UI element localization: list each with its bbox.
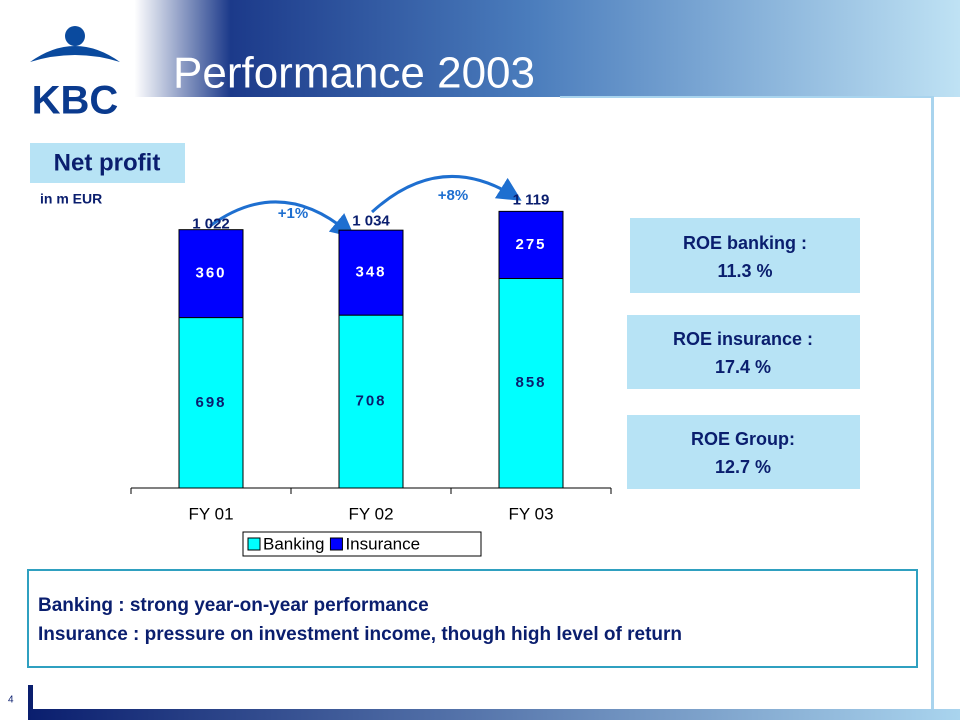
growth-arrow — [370, 175, 522, 214]
highlight: Banking : strong year-on-year performanc… — [38, 595, 429, 616]
x-tick-label: FY 01 — [188, 504, 233, 523]
roe-value: 12.7 % — [715, 457, 771, 477]
logo-arc — [30, 46, 120, 62]
total-label: 1 022 — [192, 215, 230, 232]
data-label: 708 — [355, 393, 386, 410]
x-tick-label: FY 03 — [508, 504, 553, 523]
logo: KBC — [32, 79, 119, 123]
bar-segment — [498, 278, 564, 489]
roe-label: ROE banking : — [683, 233, 807, 253]
roe-label: ROE Group: — [691, 429, 795, 449]
unit-label: in m EUR — [40, 191, 102, 207]
highlights-box — [27, 569, 918, 668]
top-rule — [560, 96, 934, 98]
bar-segment — [338, 314, 404, 489]
roe-label: ROE insurance : — [673, 329, 813, 349]
legend-label: Banking — [263, 534, 324, 553]
roe-box — [627, 415, 860, 489]
roe-box — [627, 315, 860, 389]
roe-box — [630, 218, 860, 293]
footer-bar — [28, 685, 33, 720]
right-rule — [931, 97, 934, 720]
roe-value: 11.3 % — [717, 261, 772, 281]
data-label: 348 — [355, 264, 386, 281]
panel-title-box — [30, 143, 185, 183]
legend-swatch — [247, 537, 261, 551]
total-label: 1 034 — [352, 213, 390, 230]
legend-label: Insurance — [345, 534, 420, 553]
logo-head — [65, 26, 85, 46]
bar-segment — [498, 210, 564, 280]
data-label: 858 — [515, 374, 546, 391]
panel-title: Net profit — [54, 149, 161, 176]
growth-arrow — [209, 200, 355, 238]
bar-segment — [178, 229, 244, 319]
bar-segment — [338, 229, 404, 316]
legend-box — [242, 531, 482, 557]
chart: 698 360 1 022 FY 01 708 348 1 034 FY 02 858 275 1 … — [130, 192, 612, 553]
total-label: 1 119 — [513, 192, 550, 209]
x-tick-label: FY 02 — [348, 504, 393, 523]
data-label: 275 — [515, 236, 546, 253]
footer-bar — [28, 709, 960, 720]
roe-value: 17.4 % — [715, 357, 771, 377]
header-band — [0, 0, 960, 97]
highlight: Insurance : pressure on investment incom… — [38, 624, 682, 645]
growth-label: +1% — [278, 205, 308, 222]
growth-label: +8% — [438, 187, 468, 204]
page-number: 4 — [8, 695, 14, 706]
legend-swatch — [329, 537, 343, 551]
data-label: 698 — [195, 394, 226, 411]
data-label: 360 — [195, 265, 226, 282]
slide-title: Performance 2003 — [173, 49, 535, 98]
